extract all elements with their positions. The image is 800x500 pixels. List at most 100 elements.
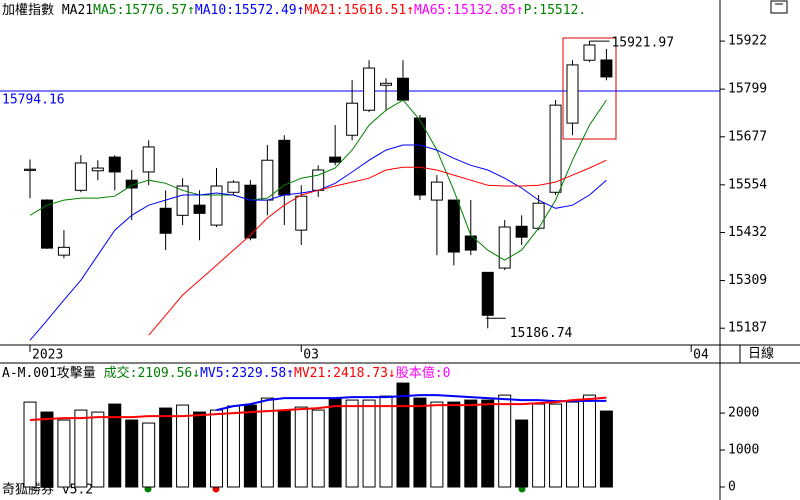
candle-body — [515, 225, 528, 238]
volume-bar — [209, 409, 223, 488]
volume-bar — [447, 401, 461, 488]
candle-body — [278, 139, 291, 196]
x-tick-label: 03 — [303, 348, 319, 363]
y-tick-label: 15677 — [728, 129, 767, 144]
volume-bar — [193, 411, 207, 488]
highlight-box — [562, 37, 617, 140]
volume-bar — [464, 399, 478, 488]
period-label: 日線 — [748, 346, 774, 362]
candle-body — [329, 156, 342, 163]
header-item: MA65:15132.85↑ — [414, 3, 524, 18]
header-item: MV21:2418.73↓ — [294, 366, 396, 381]
volume-ma-line — [216, 394, 607, 412]
candle-body — [566, 64, 579, 124]
volume-bar — [582, 394, 596, 488]
volume-bar — [74, 409, 88, 488]
header-item: P:15512. — [524, 3, 587, 18]
candle-body — [176, 185, 189, 216]
candle-body — [549, 104, 562, 193]
volume-bar — [57, 419, 71, 488]
header-item: 成交:2109.56↓ — [104, 365, 200, 381]
y-tick-label: 15187 — [728, 321, 767, 336]
header-item: MA10:15572.49↑ — [195, 3, 305, 18]
volume-bar — [362, 399, 376, 488]
volume-bar — [294, 406, 308, 488]
window-icon[interactable] — [770, 0, 788, 14]
volume-bar — [226, 405, 240, 488]
volume-bar — [260, 397, 274, 488]
ma-line — [148, 159, 607, 336]
candle-body — [91, 167, 104, 172]
x-tick-label: 2023 — [32, 348, 63, 363]
volume-bar — [311, 409, 325, 488]
candle-body — [210, 185, 223, 226]
volume-bar — [532, 403, 546, 488]
candle-body — [346, 102, 359, 136]
header-item: MV5:2329.58↑ — [200, 366, 294, 381]
candle-body — [430, 181, 443, 201]
volume-bar — [549, 403, 563, 488]
ma-line — [29, 99, 607, 261]
header-item: MA21:15616.51↑ — [304, 3, 414, 18]
volume-bar — [108, 403, 122, 488]
volume-bar — [345, 399, 359, 488]
volume-ma-line — [29, 396, 607, 421]
candle-body — [227, 181, 240, 193]
volume-bar — [498, 394, 512, 488]
y-tick-label: 2000 — [728, 406, 759, 421]
header-item: 股本億:0 — [396, 365, 451, 381]
candle-body — [74, 162, 87, 191]
candle-body — [600, 59, 613, 78]
candle-body — [57, 246, 70, 256]
volume-bar — [23, 401, 37, 488]
candle-body — [24, 168, 37, 171]
candle-body — [193, 204, 206, 214]
volume-bar — [515, 419, 529, 488]
y-tick-label: 15554 — [728, 177, 767, 192]
candle-body — [481, 271, 494, 316]
volume-bar — [176, 404, 190, 488]
candle-body — [380, 82, 393, 86]
volume-bar — [566, 401, 580, 488]
reference-label: 15794.16 — [2, 93, 65, 108]
y-tick-label: 15432 — [728, 225, 767, 240]
header-item: 加權指數 MA21 — [2, 3, 93, 18]
volume-bar — [599, 410, 613, 488]
candle-body — [498, 226, 511, 269]
y-tick-label: 1000 — [728, 443, 759, 458]
candle-body — [363, 67, 376, 111]
volume-bar — [277, 409, 291, 488]
header-item: A-M.001攻擊量 — [2, 365, 104, 381]
volume-header: A-M.001攻擊量 成交:2109.56↓MV5:2329.58↑MV21:2… — [2, 365, 450, 381]
candle-body — [159, 207, 172, 234]
volume-bar — [40, 411, 54, 488]
volume-bar — [159, 407, 173, 488]
volume-bar — [413, 397, 427, 488]
volume-bar — [91, 411, 105, 488]
candle-body — [261, 159, 274, 201]
y-tick-label: 15309 — [728, 273, 767, 288]
volume-bar — [142, 422, 156, 488]
volume-bar — [430, 401, 444, 488]
min-label: 15186.74 — [510, 326, 573, 341]
candle-body — [464, 235, 477, 251]
price-header: 加權指數 MA21MA5:15776.57↑MA10:15572.49↑MA21… — [2, 3, 586, 18]
candle-body — [40, 199, 53, 249]
volume-bar — [125, 419, 139, 488]
volume-bar — [243, 404, 257, 488]
candle-body — [244, 184, 257, 239]
header-item: MA5:15776.57↑ — [93, 3, 195, 18]
y-tick-label: 0 — [728, 480, 736, 495]
max-label: 15921.97 — [611, 36, 674, 51]
volume-bar — [396, 382, 410, 488]
volume-bar — [379, 395, 393, 488]
candle-body — [447, 199, 460, 253]
candle-body — [295, 195, 308, 231]
candle-body — [396, 77, 409, 101]
candle-body — [413, 117, 426, 196]
x-tick-label: 04 — [693, 348, 709, 363]
candle-body — [583, 44, 596, 61]
volume-bar — [481, 399, 495, 488]
